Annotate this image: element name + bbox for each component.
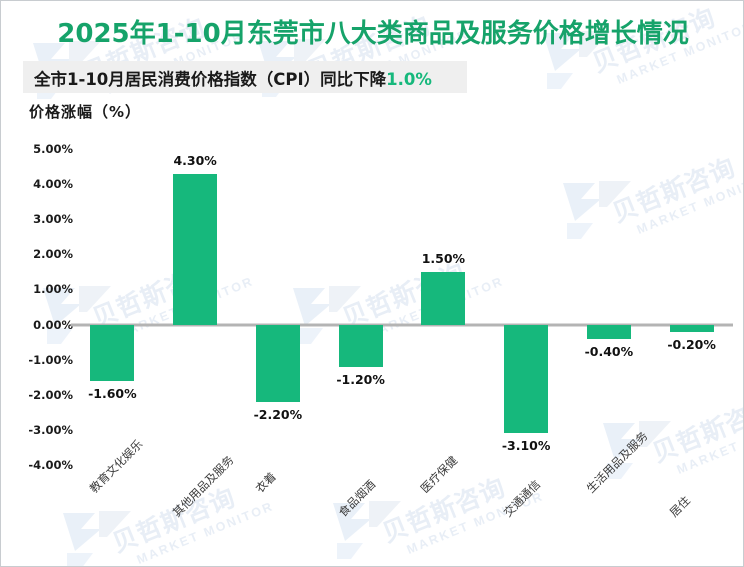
bar-value-label: -2.20% — [253, 406, 303, 422]
bar[interactable] — [669, 324, 714, 332]
x-axis-category-label: 其他用品及服务 — [169, 452, 237, 520]
x-axis-category-label: 交通通信 — [500, 477, 544, 520]
bar[interactable] — [586, 324, 631, 339]
y-axis-tick-label: 0.00% — [33, 317, 73, 332]
y-axis-tick-label: -2.00% — [28, 387, 73, 402]
y-axis-title: 价格涨幅（%） — [29, 103, 142, 121]
subtitle-text: 全市1-10月居民消费价格指数（CPI）同比下降 — [34, 70, 387, 89]
page-title: 2025年1-10月东莞市八大类商品及服务价格增长情况 — [57, 19, 689, 49]
x-axis-category-label: 生活用品及服务 — [583, 428, 651, 496]
bar-value-label: -1.20% — [336, 371, 385, 387]
y-axis-tick-label: 2.00% — [33, 247, 73, 262]
x-axis-category-label: 衣着 — [252, 469, 279, 496]
bar[interactable] — [173, 173, 218, 325]
subtitle: 全市1-10月居民消费价格指数（CPI）同比下降1.0% — [34, 66, 432, 90]
y-axis-tick-label: -1.00% — [28, 352, 73, 367]
bar-value-label: -3.10% — [501, 438, 551, 454]
bar[interactable] — [421, 271, 466, 325]
x-axis-category-label: 教育文化娱乐 — [87, 436, 146, 496]
bar[interactable] — [504, 324, 549, 434]
bar-value-label: -0.20% — [667, 336, 716, 352]
y-axis-tick-label: 3.00% — [33, 212, 73, 227]
y-axis-tick-label: 4.00% — [33, 177, 73, 192]
x-axis-category-label: 食品烟酒 — [335, 477, 378, 520]
y-axis-tick-label: -3.00% — [28, 422, 73, 437]
bar[interactable] — [255, 324, 300, 402]
zero-axis-line — [71, 323, 733, 327]
x-axis-category-label: 居住 — [666, 493, 693, 520]
subtitle-highlight: 1.0% — [386, 70, 432, 89]
y-axis-tick-label: 1.00% — [33, 282, 73, 297]
bar-value-label: -0.40% — [584, 343, 634, 359]
bar-value-label: 4.30% — [173, 152, 217, 168]
x-axis-category-label: 医疗保健 — [418, 453, 461, 496]
bar-value-label: -1.60% — [88, 385, 137, 401]
bar[interactable] — [338, 324, 383, 367]
plot-area: 5.00% 4.00% 3.00% 2.00% 1.00% 0.00% -1.00% -2.0… — [1, 127, 743, 566]
bar[interactable] — [90, 324, 135, 381]
bar-value-label: 1.50% — [421, 250, 466, 266]
y-axis-tick-label: -4.00% — [28, 458, 73, 472]
y-axis-tick-label: 5.00% — [33, 142, 73, 156]
